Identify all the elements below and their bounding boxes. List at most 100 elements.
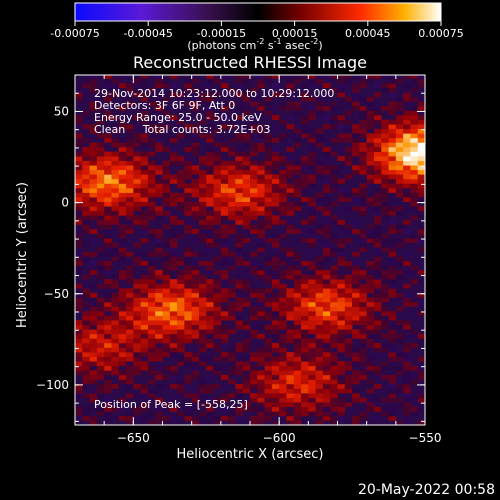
heatmap-pixel xyxy=(126,128,134,134)
heatmap-pixel xyxy=(140,101,149,107)
heatmap-pixel xyxy=(381,119,389,125)
heatmap-pixel xyxy=(286,393,295,398)
heatmap-pixel xyxy=(293,75,302,79)
heatmap-pixel xyxy=(257,274,265,280)
heatmap-pixel xyxy=(118,379,127,385)
heatmap-pixel xyxy=(206,324,214,330)
heatmap-pixel xyxy=(89,311,98,316)
heatmap-pixel xyxy=(242,260,251,266)
heatmap-pixel xyxy=(169,105,178,111)
heatmap-pixel xyxy=(228,192,236,198)
heatmap-pixel xyxy=(206,147,214,152)
heatmap-pixel xyxy=(279,119,287,125)
heatmap-pixel xyxy=(235,147,244,152)
heatmap-pixel xyxy=(381,406,389,412)
heatmap-pixel xyxy=(257,124,265,130)
heatmap-pixel xyxy=(279,270,287,275)
heatmap-pixel xyxy=(89,379,98,385)
heatmap-pixel xyxy=(133,301,141,307)
heatmap-pixel xyxy=(330,105,338,111)
heatmap-pixel xyxy=(177,383,185,389)
heatmap-pixel xyxy=(395,160,404,166)
heatmap-pixel xyxy=(271,75,280,79)
heatmap-pixel xyxy=(388,265,397,271)
heatmap-pixel xyxy=(169,352,178,357)
heatmap-pixel xyxy=(381,192,389,198)
heatmap-pixel xyxy=(330,420,338,425)
heatmap-pixel xyxy=(111,279,120,285)
heatmap-pixel xyxy=(359,397,367,403)
heatmap-pixel xyxy=(279,169,287,175)
heatmap-pixel xyxy=(301,188,309,193)
heatmap-pixel xyxy=(147,260,156,266)
heatmap-pixel xyxy=(381,124,389,130)
heatmap-pixel xyxy=(315,142,324,148)
heatmap-pixel xyxy=(220,393,229,398)
heatmap-pixel xyxy=(191,283,200,289)
heatmap-pixel xyxy=(352,128,360,134)
heatmap-pixel xyxy=(352,306,360,312)
heatmap-pixel xyxy=(184,188,192,193)
heatmap-pixel xyxy=(373,397,382,403)
heatmap-pixel xyxy=(162,96,171,102)
heatmap-pixel xyxy=(242,183,251,189)
heatmap-pixel xyxy=(388,347,397,353)
heatmap-pixel xyxy=(220,83,229,89)
heatmap-pixel xyxy=(198,215,207,221)
heatmap-pixel xyxy=(257,361,265,367)
heatmap-pixel xyxy=(366,206,375,212)
heatmap-pixel xyxy=(111,124,120,130)
heatmap-pixel xyxy=(403,352,411,357)
heatmap-pixel xyxy=(322,238,331,244)
heatmap-pixel xyxy=(198,415,207,421)
heatmap-pixel xyxy=(344,329,353,335)
heatmap-pixel xyxy=(373,119,382,125)
heatmap-pixel xyxy=(373,406,382,412)
heatmap-pixel xyxy=(111,83,120,89)
heatmap-pixel xyxy=(308,388,316,394)
heatmap-pixel xyxy=(410,105,419,111)
heatmap-pixel xyxy=(198,124,207,130)
heatmap-pixel xyxy=(315,137,324,143)
heatmap-pixel xyxy=(177,229,185,234)
heatmap-pixel xyxy=(410,374,419,380)
heatmap-pixel xyxy=(257,137,265,143)
heatmap-pixel xyxy=(352,197,360,202)
heatmap-pixel xyxy=(235,83,244,89)
heatmap-pixel xyxy=(89,342,98,348)
heatmap-pixel xyxy=(162,242,171,248)
heatmap-pixel xyxy=(191,96,200,102)
heatmap-pixel xyxy=(89,197,98,202)
heatmap-pixel xyxy=(388,374,397,380)
heatmap-pixel xyxy=(220,270,229,275)
heatmap-pixel xyxy=(410,110,419,116)
heatmap-pixel xyxy=(352,397,360,403)
heatmap-pixel xyxy=(366,124,375,130)
heatmap-pixel xyxy=(140,96,149,102)
heatmap-pixel xyxy=(286,374,295,380)
heatmap-pixel xyxy=(271,374,280,380)
heatmap-pixel xyxy=(82,78,90,84)
heatmap-pixel xyxy=(89,124,98,130)
heatmap-pixel xyxy=(198,306,207,312)
heatmap-pixel xyxy=(206,105,214,111)
heatmap-pixel xyxy=(126,333,134,339)
heatmap-pixel xyxy=(330,165,338,171)
heatmap-pixel xyxy=(184,329,192,335)
heatmap-pixel xyxy=(126,379,134,385)
heatmap-pixel xyxy=(359,370,367,376)
heatmap-pixel xyxy=(250,128,258,134)
heatmap-pixel xyxy=(410,147,419,152)
heatmap-pixel xyxy=(330,75,338,79)
heatmap-pixel xyxy=(89,178,98,184)
heatmap-pixel xyxy=(140,283,149,289)
heatmap-pixel xyxy=(271,178,280,184)
heatmap-pixel xyxy=(220,160,229,166)
heatmap-pixel xyxy=(337,406,346,412)
heatmap-pixel xyxy=(162,338,171,344)
heatmap-pixel xyxy=(198,156,207,161)
heatmap-pixel xyxy=(366,274,375,280)
heatmap-pixel xyxy=(126,265,134,271)
heatmap-pixel xyxy=(257,201,265,207)
heatmap-pixel xyxy=(315,301,324,307)
